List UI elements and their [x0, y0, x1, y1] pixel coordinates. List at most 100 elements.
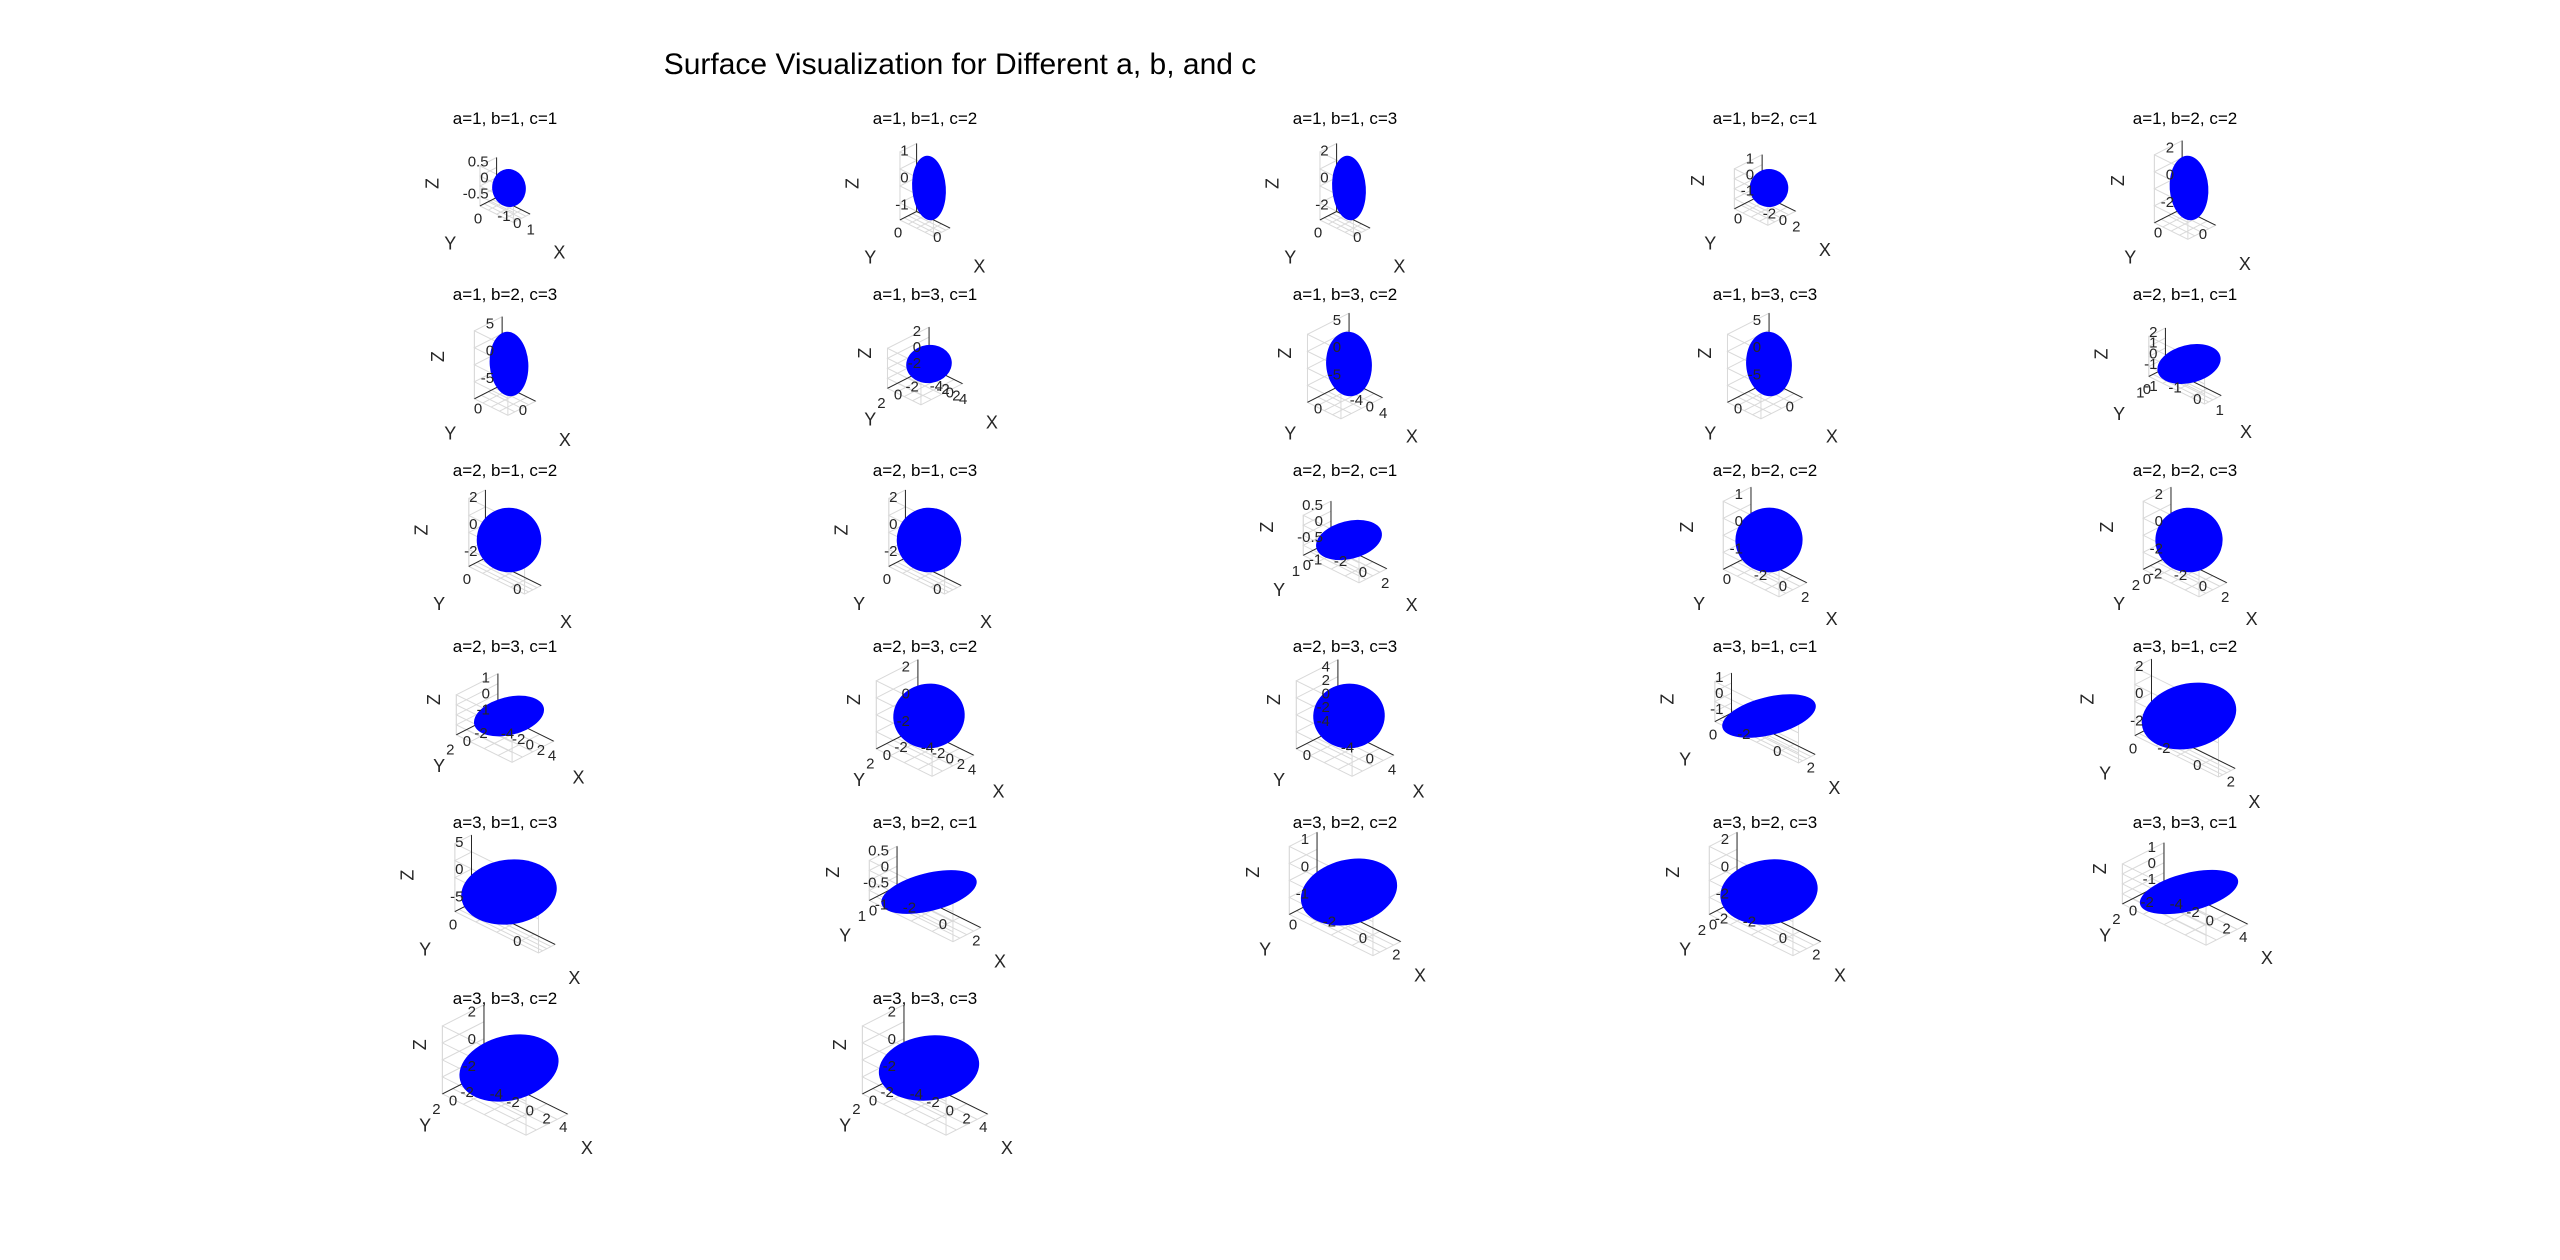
grid-line	[510, 578, 528, 588]
z-tick-label: 1	[2149, 335, 2157, 352]
grid-line	[1344, 561, 1374, 577]
subplot-3: a=1, b=1, c=3 2 0 -2 0 0 Z X Y	[1263, 109, 1406, 277]
y-tick-label: 0	[2129, 902, 2137, 919]
y-axis-label: Y	[1704, 424, 1716, 444]
x-tick-label: 2	[1381, 575, 1389, 592]
grid-line	[930, 578, 948, 588]
ellipsoid-surface	[1326, 331, 1372, 397]
grid-line	[886, 743, 943, 772]
x-tick-label: 0	[2193, 391, 2201, 408]
y-axis-line	[899, 211, 917, 221]
x-tick-label: 2	[1807, 759, 1815, 776]
y-tick-label: -2	[460, 1084, 473, 1101]
y-axis-label: Y	[1273, 580, 1285, 600]
subplot-title: a=1, b=1, c=2	[873, 109, 977, 128]
z-tick-label: -5	[1748, 366, 1761, 383]
y-tick-label: 1	[858, 908, 866, 925]
grid-line	[2197, 757, 2215, 768]
y-tick-label: -2	[880, 1084, 893, 1101]
z-tick-label: 5	[1753, 312, 1761, 329]
z-tick-label: -1	[1741, 183, 1754, 200]
x-axis-label: X	[1406, 595, 1418, 615]
subplot-21: a=3, b=1, c=3 5 0 -5 0 0 Z X Y	[397, 813, 580, 988]
x-tick-label: 4	[548, 747, 556, 764]
z-tick-label: 0	[1301, 858, 1309, 875]
x-axis-label: X	[1393, 257, 1405, 277]
ellipsoid-surface	[2155, 507, 2223, 573]
z-tick-label: 0	[468, 1031, 476, 1048]
y-tick-label: -2	[2140, 894, 2153, 911]
z-tick-label: 2	[2155, 486, 2163, 503]
z-tick-label: 2	[2135, 658, 2143, 675]
x-tick-label: -1	[2168, 380, 2181, 397]
z-tick-label: -1	[1730, 540, 1743, 557]
x-tick-label: 0	[513, 215, 521, 232]
subplot-12: a=2, b=1, c=3 2 0 -2 0 0 Z X Y	[831, 461, 992, 632]
ellipsoid-surface	[459, 1034, 559, 1102]
x-tick-label: 0	[526, 1102, 534, 1119]
ellipsoid-surface	[2157, 343, 2221, 385]
z-axis-label: Z	[2091, 348, 2111, 359]
y-axis-label: Y	[839, 1115, 851, 1135]
y-tick-label: 0	[474, 211, 482, 228]
x-axis-label: X	[994, 951, 1006, 971]
z-tick-label: 0	[2135, 685, 2143, 702]
grid-line	[1296, 910, 1381, 953]
x-tick-label: 0	[1366, 750, 1374, 767]
z-tick-label: -1	[477, 702, 490, 719]
z-axis-label: Z	[1657, 694, 1677, 705]
y-tick-label: 0	[463, 571, 471, 588]
z-tick-label: 5	[1333, 312, 1341, 329]
y-axis-label: Y	[1679, 939, 1691, 959]
subplot-2: a=1, b=1, c=2 1 0 -1 0 0 Z X Y	[843, 109, 986, 277]
z-tick-label: 2	[1320, 142, 1328, 159]
z-tick-label: 0	[1333, 339, 1341, 356]
subplot-title: a=1, b=3, c=3	[1713, 285, 1817, 304]
y-tick-label: -1	[1309, 552, 1322, 569]
grid-line	[1729, 565, 1787, 594]
z-tick-label: -5	[481, 370, 494, 387]
y-tick-label: 0	[883, 747, 891, 764]
x-axis-label: X	[560, 612, 572, 632]
grid-line	[488, 201, 522, 219]
x-tick-label: -2	[932, 745, 945, 762]
x-axis-label: X	[2240, 422, 2252, 442]
x-tick-label: -4	[2170, 896, 2183, 913]
z-tick-label: -0.5	[1297, 529, 1323, 546]
y-tick-label: 0	[883, 571, 891, 588]
z-tick-label: -1	[2143, 871, 2156, 888]
subplot-title: a=1, b=1, c=1	[453, 109, 557, 128]
subplot-title: a=1, b=2, c=1	[1713, 109, 1817, 128]
z-axis-label: Z	[423, 178, 443, 189]
grid-line	[872, 1088, 957, 1131]
grid-line	[2184, 913, 2227, 936]
x-tick-label: 4	[559, 1119, 567, 1136]
ellipsoid-surface	[476, 507, 542, 573]
z-tick-label: 1	[482, 670, 490, 687]
x-tick-label: 2	[962, 1111, 970, 1128]
ellipsoid-surface	[912, 155, 946, 221]
z-axis-label: Z	[2077, 694, 2097, 705]
subplot-11: a=2, b=1, c=2 2 0 -2 0 0 Z X Y	[411, 461, 572, 632]
z-tick-label: 2	[888, 1004, 896, 1021]
x-tick-label: 0	[1779, 212, 1787, 229]
y-axis-label: Y	[1679, 749, 1691, 769]
x-axis-label: X	[1826, 426, 1838, 446]
grid-line	[896, 561, 954, 591]
y-tick-label: 1	[1292, 563, 1300, 580]
ellipsoid-surface	[1735, 507, 1803, 573]
z-tick-label: 0	[1315, 513, 1323, 530]
z-tick-label: 2	[889, 489, 897, 506]
x-tick-label: 4	[979, 1119, 987, 1136]
grid-line	[458, 909, 543, 952]
grid-line	[2152, 373, 2209, 403]
y-axis-label: Y	[2113, 594, 2125, 614]
x-tick-label: 2	[1812, 946, 1820, 963]
y-axis-label: Y	[2099, 925, 2111, 945]
subplot-title: a=3, b=3, c=1	[2133, 813, 2237, 832]
y-axis-line	[468, 557, 486, 567]
grid-line	[2147, 357, 2205, 395]
x-tick-label: -2	[926, 1094, 939, 1111]
